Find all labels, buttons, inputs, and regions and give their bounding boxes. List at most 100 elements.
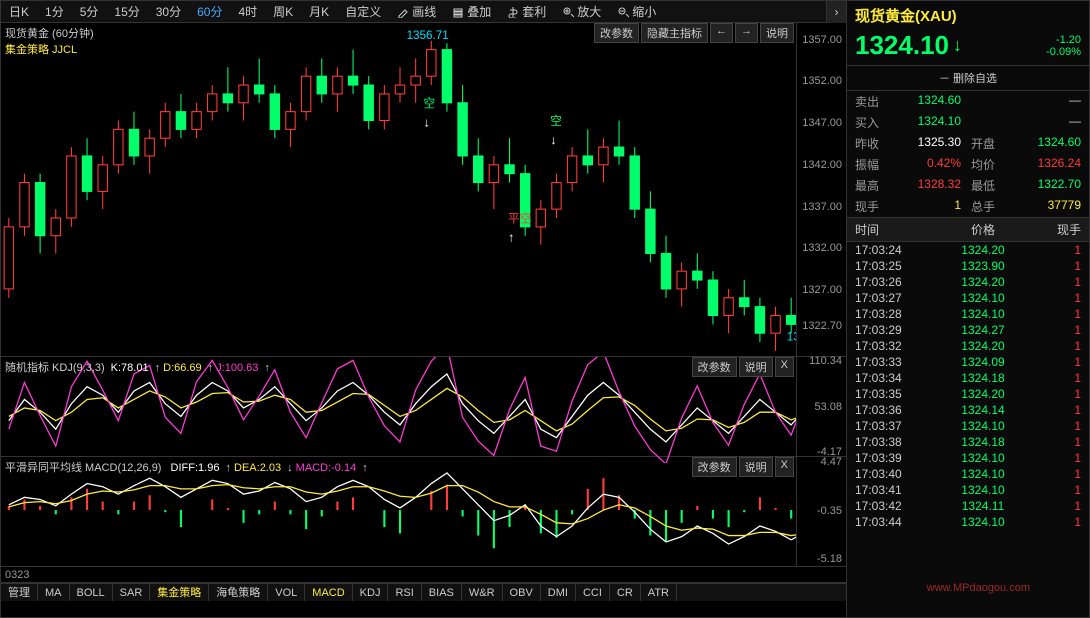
quote-row: 现手1总手37779 xyxy=(847,196,1089,217)
pane-btn-改参数[interactable]: 改参数 xyxy=(692,457,737,477)
nav-←[interactable]: ← xyxy=(710,23,733,43)
watermark: www.MPdaogou.com xyxy=(927,582,1030,594)
pane-btn-说明[interactable]: 说明 xyxy=(739,457,773,477)
kdj-pane: 随机指标 KDJ(9,3,3)K:78.01↑ D:66.69↑ J:100.6… xyxy=(1,357,846,457)
tick-row: 17:03:441324.101 xyxy=(847,514,1089,530)
pane-btn-隐藏主指标[interactable]: 隐藏主指标 xyxy=(641,23,708,43)
quote-row: 卖出1324.60— xyxy=(847,91,1089,112)
quote-row: 买入1324.10— xyxy=(847,112,1089,133)
quote-grid: 卖出1324.60—买入1324.10—昨收1325.30开盘1324.60振幅… xyxy=(847,91,1089,218)
tick-head-time: 时间 xyxy=(855,221,925,238)
tick-row: 17:03:391324.101 xyxy=(847,450,1089,466)
timeframe-15分[interactable]: 15分 xyxy=(106,1,147,23)
instrument-name: 现货黄金(XAU) xyxy=(847,1,1089,30)
main-y-axis: 1357.001352.001347.001342.001337.001332.… xyxy=(796,23,846,356)
tick-row: 17:03:351324.201 xyxy=(847,386,1089,402)
tick-row: 17:03:241324.201 xyxy=(847,242,1089,258)
tick-head-price: 价格 xyxy=(925,221,1041,238)
svg-text:↓: ↓ xyxy=(423,114,429,129)
main-chart-pane: 现货黄金 (60分钟) 集金策略 JJCL 改参数隐藏主指标←→说明 1356.… xyxy=(1,23,846,357)
svg-text:空: 空 xyxy=(423,96,435,110)
ind-tab-MA[interactable]: MA xyxy=(38,584,70,601)
indicator-tabs: 管理MABOLLSAR集金策略海龟策略VOLMACDKDJRSIBIASW&RO… xyxy=(1,583,846,601)
ind-tab-CR[interactable]: CR xyxy=(610,584,641,601)
pane-btn-X[interactable]: X xyxy=(775,457,794,477)
tool-zoom-in[interactable]: 放大 xyxy=(554,3,609,20)
tick-row: 17:03:421324.111 xyxy=(847,498,1089,514)
timeframe-日K[interactable]: 日K xyxy=(1,1,37,23)
main-chart-header: 现货黄金 (60分钟) 集金策略 JJCL xyxy=(5,25,94,57)
ind-tab-CCI[interactable]: CCI xyxy=(576,584,610,601)
timeframe-30分[interactable]: 30分 xyxy=(148,1,189,23)
tick-head-vol: 现手 xyxy=(1041,221,1081,238)
tool-pencil[interactable]: 画线 xyxy=(389,3,444,20)
tick-row: 17:03:341324.181 xyxy=(847,370,1089,386)
kdj-y-axis: 110.3453.08-4.17 xyxy=(796,357,846,456)
pane-btn-X[interactable]: X xyxy=(775,357,794,377)
svg-text:↑: ↑ xyxy=(508,230,514,245)
svg-text:↓: ↓ xyxy=(550,132,556,147)
toolbar-more-icon[interactable]: › xyxy=(826,1,846,23)
strategy-label: 集金策略 JJCL xyxy=(5,41,94,57)
price-arrow-icon: ↓ xyxy=(953,35,962,56)
tick-row: 17:03:331324.091 xyxy=(847,354,1089,370)
tick-row: 17:03:381324.181 xyxy=(847,434,1089,450)
ind-tab-W&R[interactable]: W&R xyxy=(462,584,503,601)
last-price: 1324.10 xyxy=(855,30,949,61)
timeframe-自定义[interactable]: 自定义 xyxy=(337,1,389,23)
tick-row: 17:03:321324.201 xyxy=(847,338,1089,354)
timeframe-60分[interactable]: 60分 xyxy=(189,1,230,23)
ind-tab-KDJ[interactable]: KDJ xyxy=(353,584,389,601)
svg-text:空: 空 xyxy=(550,114,562,128)
kdj-header: 随机指标 KDJ(9,3,3)K:78.01↑ D:66.69↑ J:100.6… xyxy=(5,359,276,375)
pane-btn-说明[interactable]: 说明 xyxy=(739,357,773,377)
timeframe-周K[interactable]: 周K xyxy=(265,1,301,23)
timeframe-1分[interactable]: 1分 xyxy=(37,1,72,23)
ind-tab-SAR[interactable]: SAR xyxy=(113,584,151,601)
tool-zoom-out[interactable]: 缩小 xyxy=(609,3,664,20)
tick-row: 17:03:251323.901 xyxy=(847,258,1089,274)
remove-favorite-button[interactable]: － 删除自选 xyxy=(847,65,1089,91)
quote-panel: 现货黄金(XAU) 1324.10 ↓ -1.20 -0.09% － 删除自选 … xyxy=(847,1,1089,617)
ind-tab-MACD[interactable]: MACD xyxy=(305,584,352,601)
price-change-pct: -0.09% xyxy=(1046,46,1081,58)
timeframe-4时[interactable]: 4时 xyxy=(230,1,265,23)
svg-text:平空: 平空 xyxy=(508,212,531,226)
help-btn[interactable]: 说明 xyxy=(760,23,794,43)
ind-tab-BOLL[interactable]: BOLL xyxy=(70,584,113,601)
ind-tab-DMI[interactable]: DMI xyxy=(541,584,576,601)
tick-row: 17:03:271324.101 xyxy=(847,290,1089,306)
top-toolbar: 日K1分5分15分30分60分4时周K月K自定义画线叠加套利放大缩小 › xyxy=(1,1,846,23)
tool-dollar[interactable]: 套利 xyxy=(499,3,554,20)
ind-tab-BIAS[interactable]: BIAS xyxy=(422,584,462,601)
change-column: -1.20 -0.09% xyxy=(1046,34,1081,58)
ind-tab-VOL[interactable]: VOL xyxy=(268,584,305,601)
ind-tab-集金策略[interactable]: 集金策略 xyxy=(150,584,209,601)
price-change: -1.20 xyxy=(1046,34,1081,46)
ind-tab-海龟策略[interactable]: 海龟策略 xyxy=(209,584,268,601)
tick-row: 17:03:411324.101 xyxy=(847,482,1089,498)
tick-row: 17:03:281324.101 xyxy=(847,306,1089,322)
ind-tab-管理[interactable]: 管理 xyxy=(1,584,38,601)
pane-btn-改参数[interactable]: 改参数 xyxy=(594,23,639,43)
candlestick-canvas[interactable]: 1356.71空↓平空↑空↓1322.70 xyxy=(1,23,846,378)
quote-row: 最高1328.32最低1322.70 xyxy=(847,175,1089,196)
tick-list[interactable]: 17:03:241324.20117:03:251323.90117:03:26… xyxy=(847,242,1089,617)
ind-tab-RSI[interactable]: RSI xyxy=(388,584,421,601)
nav-→[interactable]: → xyxy=(735,23,758,43)
tool-stack[interactable]: 叠加 xyxy=(444,3,499,20)
tick-row: 17:03:291324.271 xyxy=(847,322,1089,338)
chart-title: 现货黄金 (60分钟) xyxy=(5,25,94,41)
tick-row: 17:03:401324.101 xyxy=(847,466,1089,482)
quote-row: 昨收1325.30开盘1324.60 xyxy=(847,133,1089,154)
tick-header: 时间 价格 现手 xyxy=(847,218,1089,242)
timeframe-月K[interactable]: 月K xyxy=(301,1,337,23)
price-row: 1324.10 ↓ -1.20 -0.09% xyxy=(847,30,1089,65)
timeframe-5分[interactable]: 5分 xyxy=(72,1,107,23)
ind-tab-OBV[interactable]: OBV xyxy=(503,584,541,601)
pane-btn-改参数[interactable]: 改参数 xyxy=(692,357,737,377)
tick-row: 17:03:361324.141 xyxy=(847,402,1089,418)
tick-row: 17:03:371324.101 xyxy=(847,418,1089,434)
ind-tab-ATR[interactable]: ATR xyxy=(641,584,677,601)
macd-y-axis: 4.47-0.35-5.18 xyxy=(796,457,846,566)
